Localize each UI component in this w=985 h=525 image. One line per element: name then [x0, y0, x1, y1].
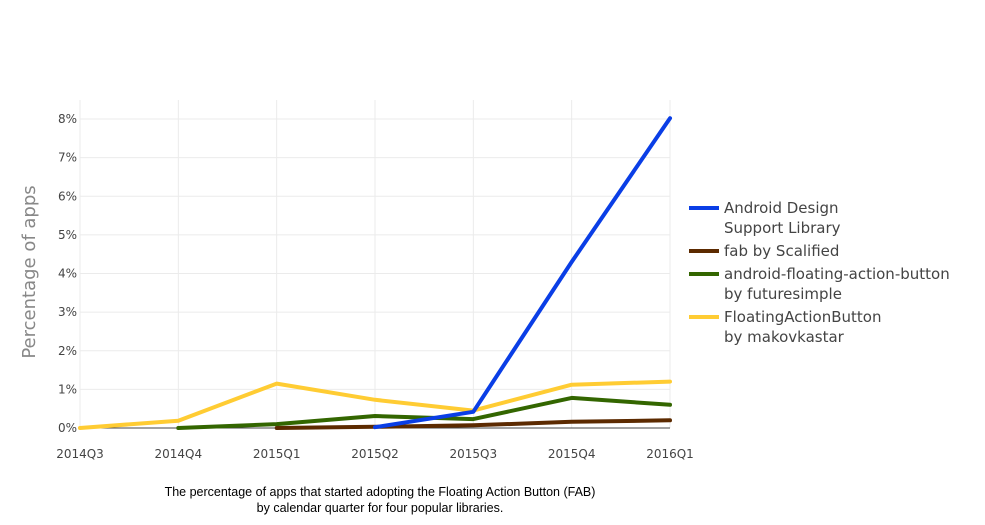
series-line-3 [176, 395, 672, 430]
legend-label: by futuresimple [724, 285, 842, 303]
legend-label: android-floating-action-button [724, 265, 950, 283]
figure-caption: The percentage of apps that started adop… [100, 484, 660, 516]
legend-label: Support Library [724, 219, 841, 237]
y-axis-label: Percentage of apps [19, 185, 40, 358]
x-tick-label: 2016Q1 [646, 447, 694, 461]
legend-item-4[interactable]: FloatingActionButton by makovkastar [689, 308, 881, 346]
x-tick-label: 2015Q3 [450, 447, 498, 461]
legend-label: FloatingActionButton [724, 308, 881, 326]
series-line-4 [78, 379, 672, 430]
series-line-2 [274, 418, 672, 430]
x-tick-label: 2014Q3 [56, 447, 104, 461]
x-tick-label: 2015Q4 [548, 447, 596, 461]
y-tick-label: 1% [58, 382, 77, 396]
caption-line-1: The percentage of apps that started adop… [164, 485, 596, 499]
x-tick-label: 2015Q2 [351, 447, 399, 461]
caption-line-2: by calendar quarter for four popular lib… [256, 501, 504, 515]
axis-ticks: 0% 1% 2% 3% 4% 5% 6% 7% 8% 2014Q3 2014Q4 2015Q1 2015… [56, 112, 694, 461]
y-tick-label: 6% [58, 189, 77, 203]
series-lines [78, 116, 672, 430]
y-tick-label: 7% [58, 151, 77, 165]
legend-item-2[interactable]: fab by Scalified [689, 242, 839, 260]
series-line-1 [373, 116, 672, 430]
legend-label: by makovkastar [724, 328, 845, 346]
legend-label: fab by Scalified [724, 242, 839, 260]
y-tick-label: 8% [58, 112, 77, 126]
y-tick-label: 0% [58, 421, 77, 435]
legend-item-1[interactable]: Android Design Support Library [689, 199, 841, 237]
legend-label: Android Design [724, 199, 839, 217]
legend-item-3[interactable]: android-floating-action-button by futures… [689, 265, 950, 303]
legend[interactable]: Android Design Support Library fab by Scal… [689, 199, 950, 346]
grid [79, 100, 671, 429]
y-tick-label: 3% [58, 305, 77, 319]
y-tick-label: 4% [58, 267, 77, 281]
y-tick-label: 2% [58, 344, 77, 358]
y-tick-label: 5% [58, 228, 77, 242]
x-tick-label: 2014Q4 [155, 447, 203, 461]
x-tick-label: 2015Q1 [253, 447, 301, 461]
